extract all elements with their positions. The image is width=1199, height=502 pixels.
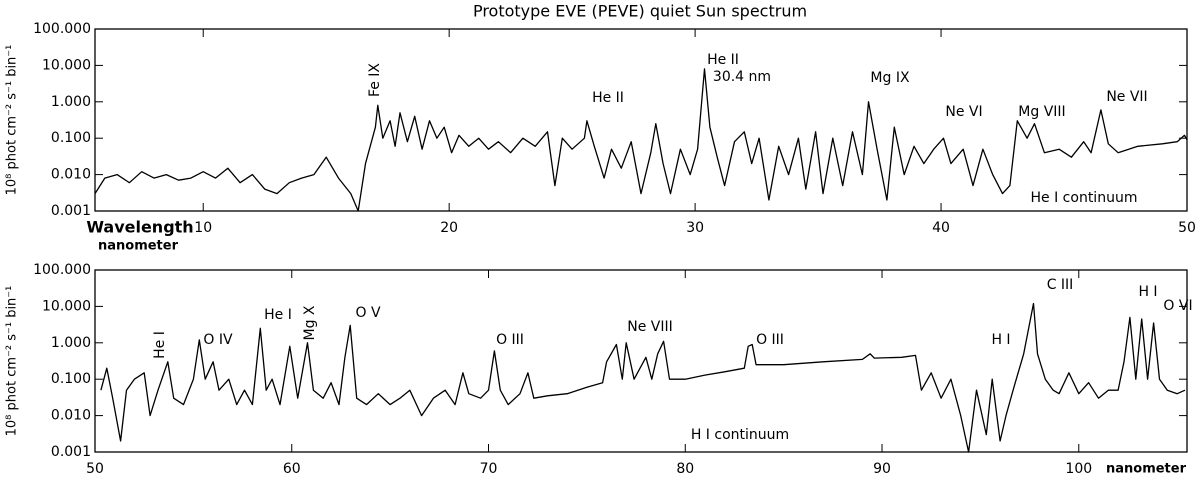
y-tick-label: 0.010 — [51, 167, 91, 183]
y-tick-label: 0.100 — [51, 371, 91, 387]
x-tick-label: 30 — [686, 220, 704, 236]
line-annotation: O V — [355, 305, 380, 321]
y-tick-label: 100.000 — [33, 21, 91, 37]
line-annotation: Ne VIII — [627, 319, 673, 335]
line-annotation: Mg X — [302, 305, 318, 340]
line-annotation: He I continuum — [1031, 190, 1138, 206]
line-annotation: He I — [152, 331, 168, 359]
line-annotation: He II — [707, 52, 739, 68]
line-annotation: O IV — [203, 332, 233, 348]
line-annotation: Ne VI — [945, 104, 982, 120]
y-tick-label: 0.001 — [51, 444, 91, 460]
y-axis-label: 10⁸ phot cm⁻² s⁻¹ bin⁻¹ — [5, 45, 20, 196]
y-tick-label: 10.000 — [42, 57, 91, 73]
line-annotation: 30.4 nm — [713, 69, 771, 85]
line-annotation: Fe IX — [367, 63, 383, 97]
x-tick-label: 80 — [676, 461, 694, 477]
line-annotation: C III — [1047, 277, 1074, 293]
chart-title: Prototype EVE (PEVE) quiet Sun spectrum — [473, 2, 807, 21]
y-tick-label: 1.000 — [51, 94, 91, 110]
x-tick-label: 100 — [1065, 461, 1092, 477]
y-tick-label: 100.000 — [33, 262, 91, 278]
x-axis-label: Wavelength — [86, 218, 193, 237]
x-tick-label: 10 — [194, 220, 212, 236]
x-tick-label: 40 — [932, 220, 950, 236]
x-axis-unit: nanometer — [1106, 462, 1187, 477]
x-tick-label: 60 — [283, 461, 301, 477]
line-annotation: H I — [991, 332, 1010, 348]
y-tick-label: 1.000 — [51, 335, 91, 351]
line-annotation: He II — [592, 90, 624, 106]
line-annotation: O III — [496, 332, 524, 348]
line-annotation: O VI — [1163, 298, 1192, 314]
line-annotation: H I — [1138, 284, 1157, 300]
spectrum-line — [94, 68, 1188, 212]
x-tick-label: 70 — [480, 461, 498, 477]
line-annotation: Ne VII — [1106, 89, 1147, 105]
x-tick-label: 50 — [86, 461, 104, 477]
y-axis-label: 10⁸ phot cm⁻² s⁻¹ bin⁻¹ — [5, 286, 20, 437]
x-tick-label: 20 — [440, 220, 458, 236]
line-annotation: Mg IX — [870, 70, 910, 86]
spectrum-line — [100, 302, 1186, 453]
y-tick-label: 10.000 — [42, 298, 91, 314]
x-tick-label: 90 — [873, 461, 891, 477]
line-annotation: Mg VIII — [1018, 104, 1065, 120]
x-axis-unit: nanometer — [98, 239, 179, 254]
x-tick-label: 50 — [1178, 220, 1196, 236]
y-tick-label: 0.100 — [51, 130, 91, 146]
line-annotation: O III — [756, 332, 784, 348]
y-tick-label: 0.010 — [51, 408, 91, 424]
plot-frame — [94, 269, 1188, 453]
plot-frame — [94, 28, 1188, 212]
line-annotation: H I continuum — [691, 427, 789, 443]
y-tick-label: 0.001 — [51, 203, 91, 219]
line-annotation: He I — [264, 307, 292, 323]
